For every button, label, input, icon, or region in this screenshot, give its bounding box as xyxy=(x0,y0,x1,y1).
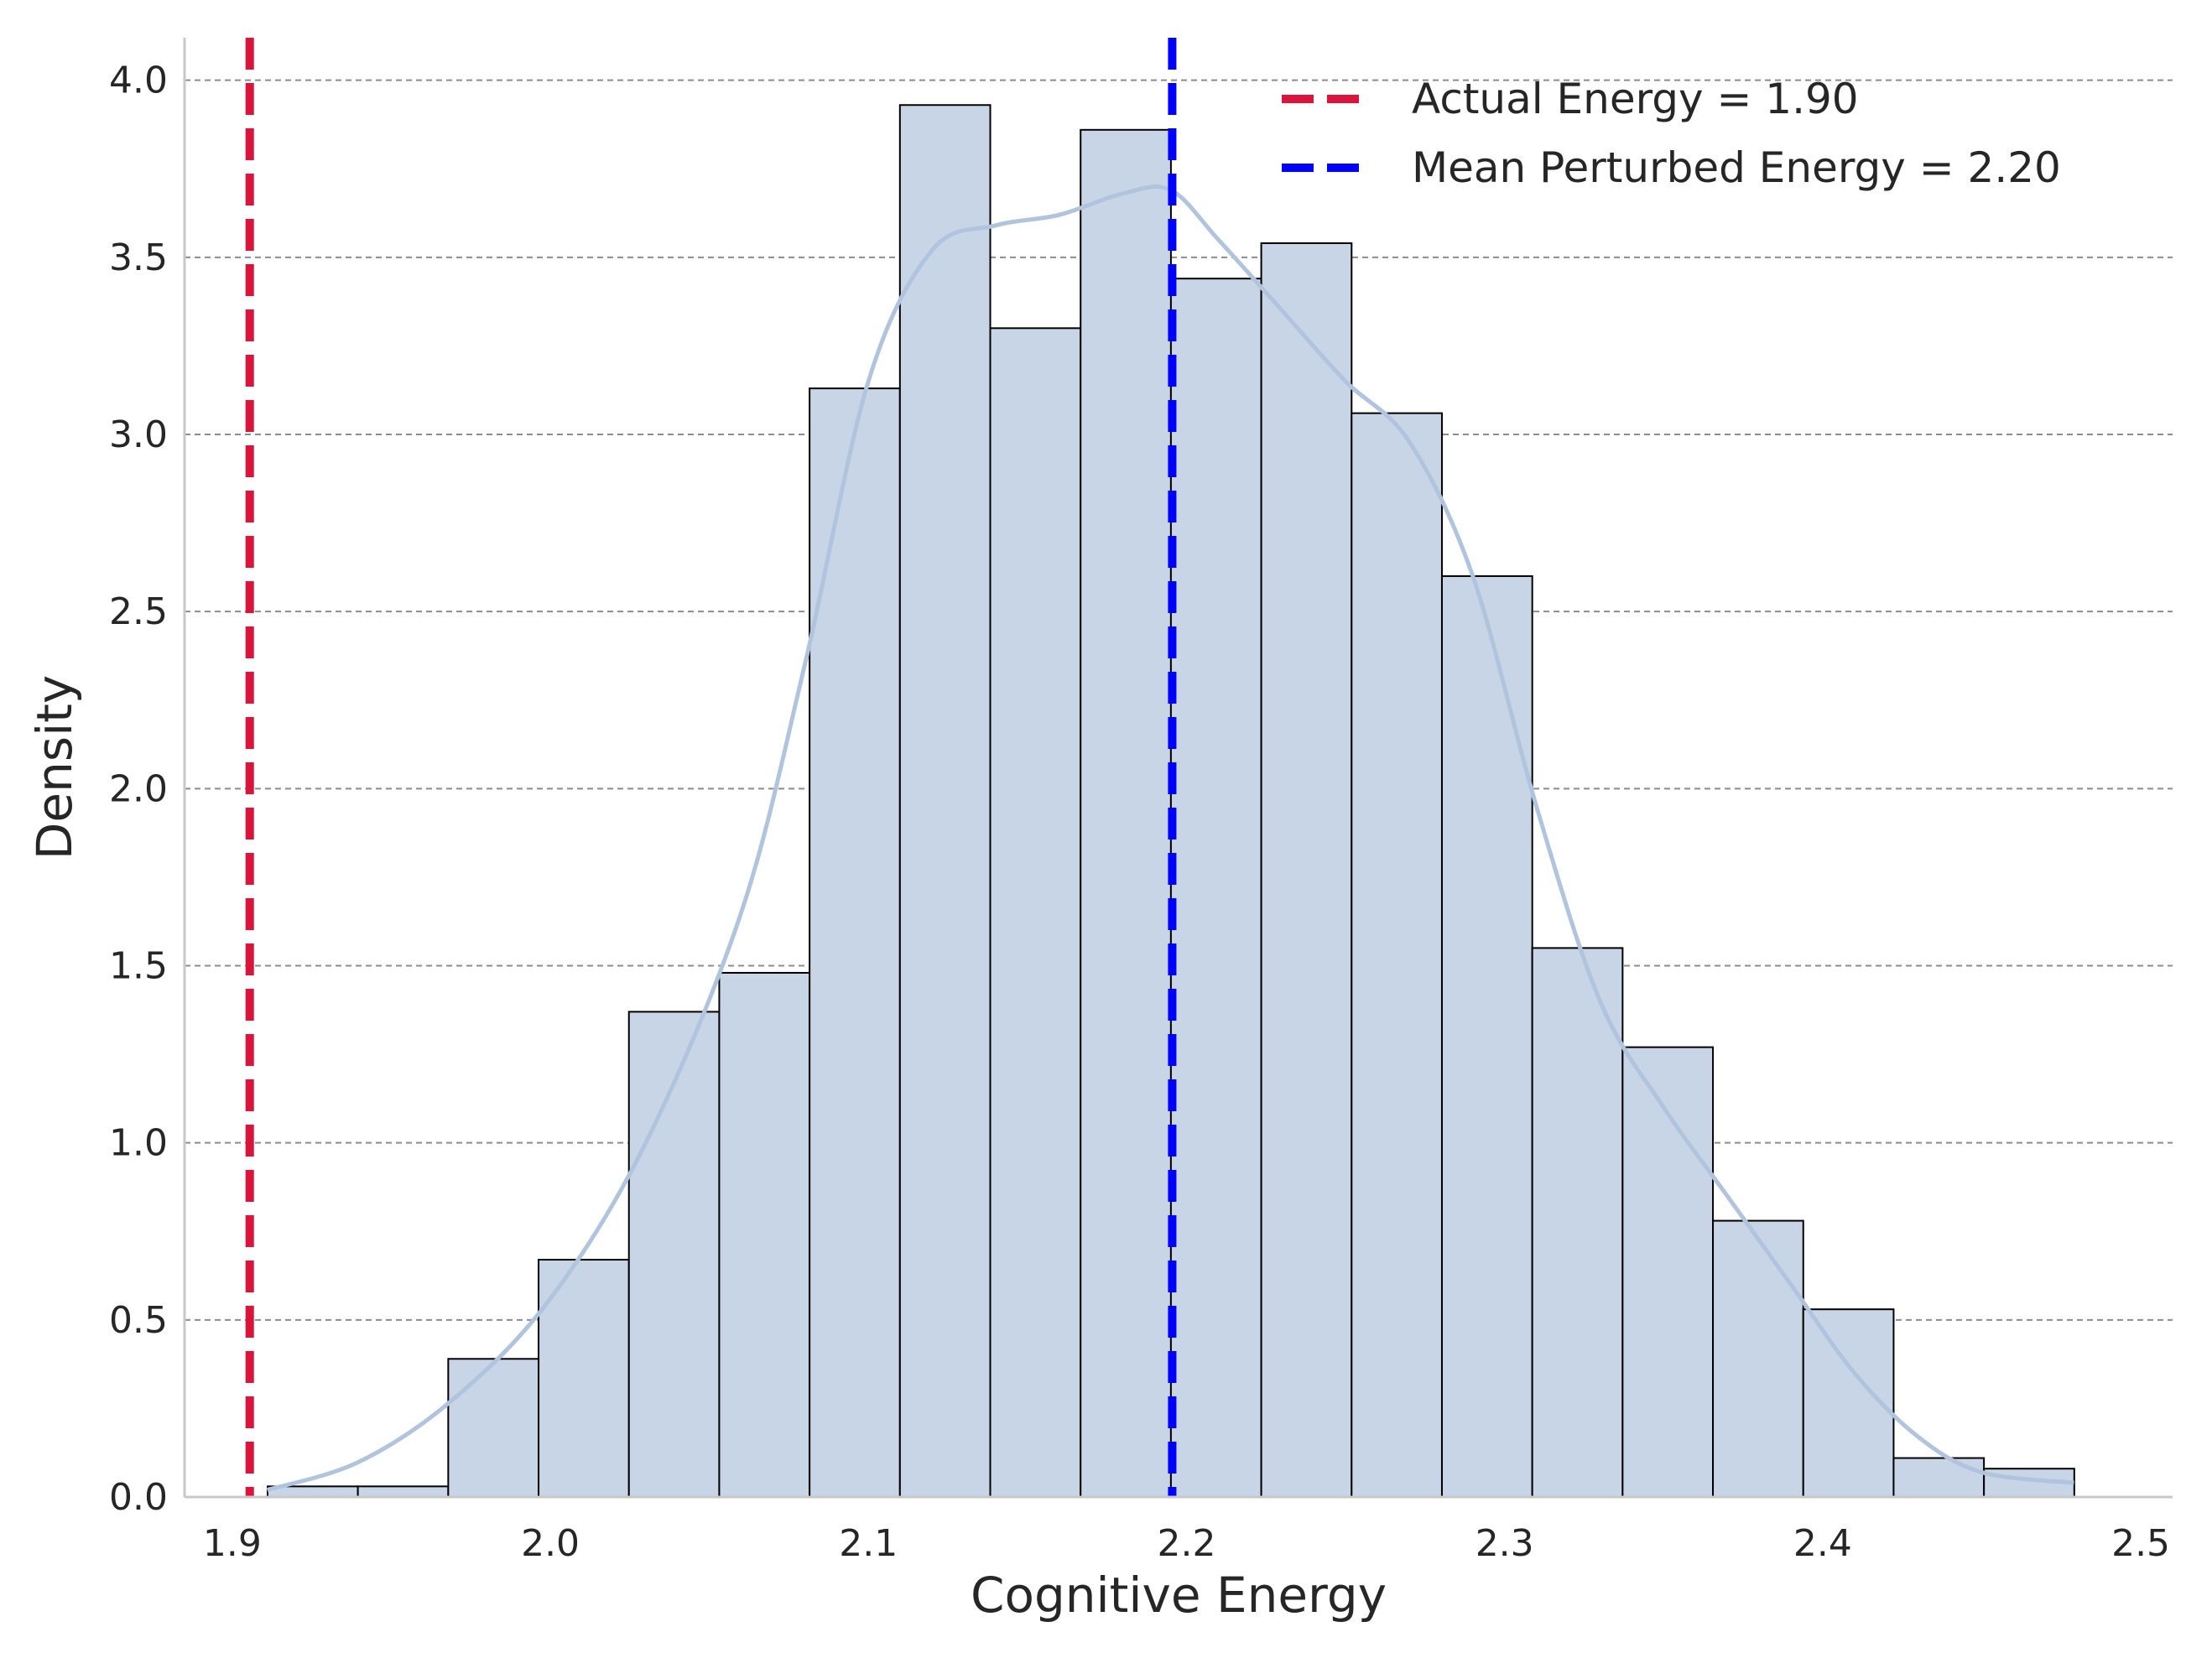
histogram-bar-15 xyxy=(1621,1046,1715,1498)
x-tick-labels: 1.9 2.0 2.1 2.2 2.3 2.4 2.5 xyxy=(203,1522,2170,1565)
legend-label-mean-perturbed-energy: Mean Perturbed Energy = 2.20 xyxy=(1412,143,2061,192)
y-tick-label: 1.0 xyxy=(109,1122,168,1165)
y-tick-label: 0.5 xyxy=(109,1299,168,1342)
y-tick-label: 4.0 xyxy=(109,60,168,102)
x-axis-label: Cognitive Energy xyxy=(971,1567,1387,1624)
y-tick-label: 2.0 xyxy=(109,767,168,810)
y-tick-label: 3.0 xyxy=(109,413,168,456)
y-tick-label: 2.5 xyxy=(109,590,168,633)
x-tick-label: 2.3 xyxy=(1476,1522,1534,1565)
histogram-bar-14 xyxy=(1531,947,1624,1498)
x-tick-label: 2.0 xyxy=(521,1522,580,1565)
kde-curve xyxy=(266,185,2074,1492)
x-tick-label: 2.5 xyxy=(2111,1522,2170,1565)
histogram-bar-16 xyxy=(1712,1219,1804,1498)
x-tick-label: 2.4 xyxy=(1793,1522,1852,1565)
legend-label-actual-energy: Actual Energy = 1.90 xyxy=(1412,75,1859,123)
histogram-bar-12 xyxy=(1351,412,1443,1498)
histogram-bar-13 xyxy=(1440,574,1533,1498)
y-axis-label: Density xyxy=(26,675,83,860)
histogram-bar-6 xyxy=(809,387,901,1498)
histogram-bar-18 xyxy=(1892,1457,1986,1499)
x-tick-label: 1.9 xyxy=(203,1522,262,1565)
x-tick-label: 2.1 xyxy=(839,1522,898,1565)
histogram-bar-1 xyxy=(357,1485,450,1498)
histogram-bar-9 xyxy=(1080,128,1172,1499)
histogram-bar-2 xyxy=(447,1358,540,1498)
y-tick-label: 0.0 xyxy=(109,1476,168,1519)
histogram-bar-10 xyxy=(1169,278,1262,1499)
histogram-bar-11 xyxy=(1260,242,1353,1499)
y-tick-label: 1.5 xyxy=(109,945,168,988)
reference-lines xyxy=(245,38,1177,1497)
axes xyxy=(183,38,2173,1499)
kde-curve-group xyxy=(266,185,2074,1492)
histogram-bars xyxy=(266,104,2075,1499)
histogram-bar-7 xyxy=(898,104,991,1499)
y-tick-label: 3.5 xyxy=(109,237,168,279)
histogram-bar-8 xyxy=(989,327,1082,1498)
histogram-bar-5 xyxy=(718,971,811,1498)
x-tick-label: 2.2 xyxy=(1157,1522,1215,1565)
y-tick-labels: 0.0 0.5 1.0 1.5 2.0 2.5 3.0 3.5 4.0 xyxy=(109,60,168,1519)
legend: Actual Energy = 1.90 Mean Perturbed Ener… xyxy=(1282,75,2061,192)
